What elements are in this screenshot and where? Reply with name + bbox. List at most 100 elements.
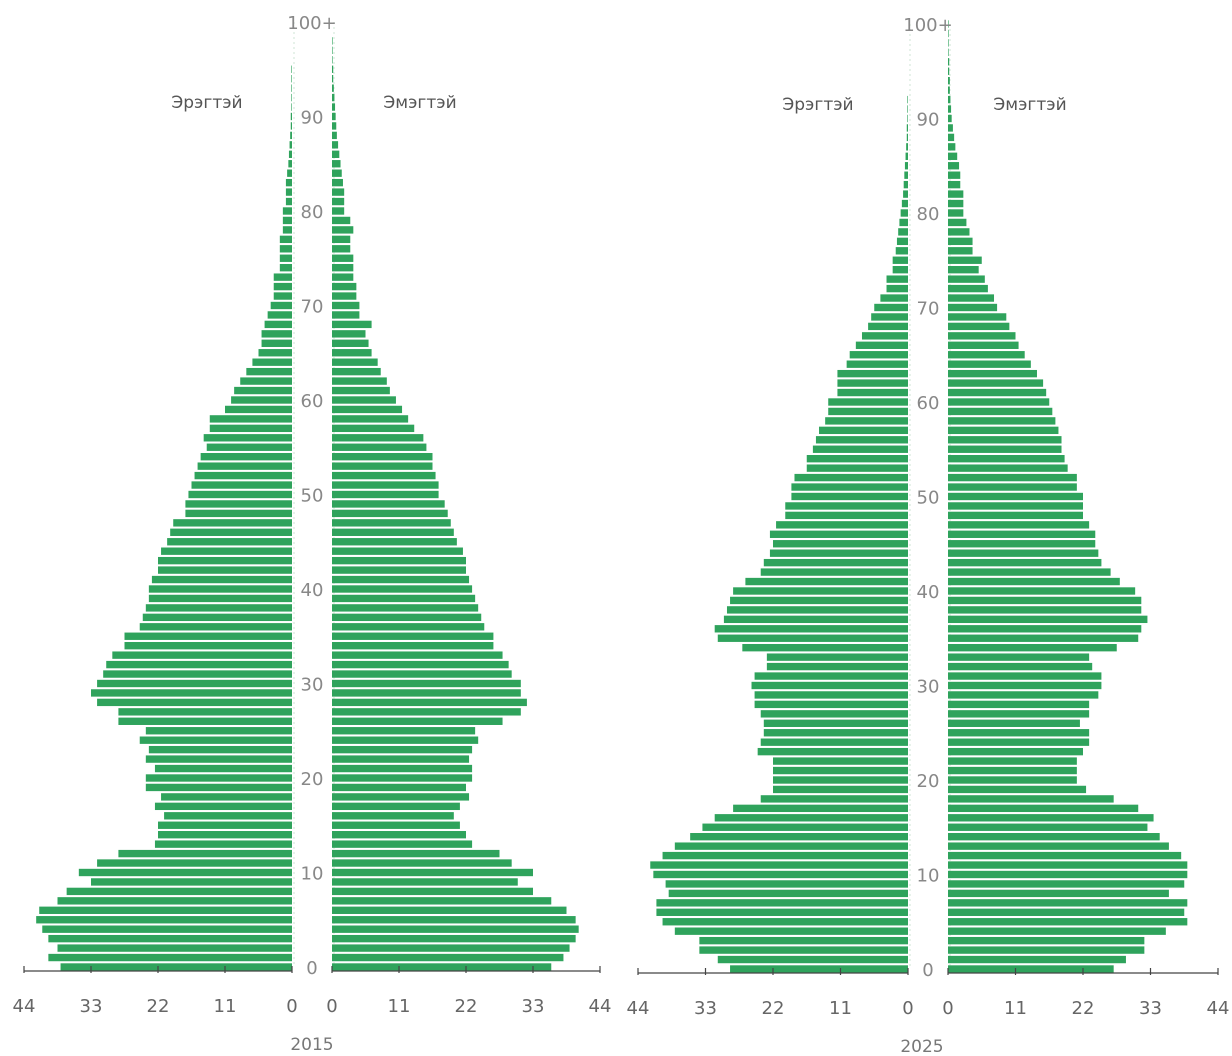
bar-female-age-24	[332, 736, 479, 744]
female-label: Эмэгтэй	[993, 95, 1066, 115]
bar-female-age-76	[948, 247, 973, 255]
bar-female-age-85	[332, 160, 341, 168]
bar-female-age-72	[332, 282, 357, 291]
bar-female-age-34	[948, 644, 1117, 652]
bar-male-age-83	[903, 180, 908, 189]
bar-female-age-59	[948, 407, 1053, 416]
bar-male-age-74	[892, 266, 908, 274]
bar-male-age-46	[170, 528, 292, 536]
bar-male-age-92	[291, 93, 292, 102]
bar-male-age-25	[145, 727, 292, 735]
bar-female-age-86	[332, 150, 340, 158]
bar-female-age-66	[948, 341, 1019, 349]
bar-male-age-40	[733, 587, 908, 595]
bar-male-age-64	[846, 360, 908, 368]
bar-male-age-75	[279, 254, 292, 262]
bar-female-age-60	[332, 396, 396, 404]
bar-male-age-7	[57, 897, 292, 905]
x-tick-label-male: 33	[80, 996, 103, 1017]
bar-male-age-23	[148, 745, 292, 754]
bar-male-age-31	[754, 672, 908, 680]
bar-male-age-33	[112, 651, 292, 659]
bar-female-age-63	[948, 369, 1037, 378]
bar-male-age-69	[267, 311, 292, 319]
bar-female-age-37	[948, 615, 1148, 624]
bar-female-age-71	[332, 292, 357, 300]
bar-male-age-93	[291, 84, 292, 92]
bar-male-age-9	[91, 878, 292, 886]
bar-male-age-48	[185, 509, 292, 518]
bar-female-age-19	[948, 785, 1087, 794]
bar-male-age-35	[124, 632, 292, 640]
bar-male-age-13	[674, 842, 908, 850]
bar-male-age-16	[164, 812, 292, 820]
x-tick-label-female: 44	[589, 996, 612, 1017]
x-tick-label-female: 22	[455, 996, 478, 1017]
age-tick-label: 60	[917, 393, 940, 414]
bar-female-age-41	[332, 575, 470, 584]
bar-male-age-6	[39, 906, 293, 914]
bar-female-age-93	[332, 84, 334, 92]
bar-male-age-28	[754, 700, 908, 709]
bar-female-age-4	[332, 925, 579, 933]
bar-male-age-85	[904, 162, 908, 170]
bar-male-age-77	[279, 235, 292, 244]
bar-female-age-6	[332, 906, 567, 914]
bar-male-age-61	[234, 386, 292, 395]
bar-male-age-0	[60, 963, 292, 971]
bar-female-age-44	[948, 549, 1099, 557]
bar-male-age-58	[209, 415, 292, 423]
bar-female-age-65	[948, 351, 1025, 359]
bar-female-age-70	[332, 301, 360, 310]
x-tick-label-female: 11	[1004, 998, 1027, 1019]
bar-male-age-37	[723, 615, 908, 624]
bar-male-age-52	[194, 471, 292, 480]
bar-female-age-15	[332, 821, 460, 829]
bar-male-age-55	[206, 443, 292, 451]
bar-female-age-53	[948, 464, 1068, 472]
bar-male-age-59	[225, 405, 292, 414]
bar-female-age-48	[948, 511, 1083, 520]
bar-male-age-1	[48, 953, 292, 962]
bar-male-age-53	[806, 464, 908, 472]
male-label: Эрэгтэй	[171, 93, 242, 113]
bar-male-age-32	[106, 660, 292, 669]
bar-female-age-8	[332, 887, 533, 896]
bar-male-age-30	[97, 679, 292, 688]
bar-female-age-96	[332, 56, 333, 64]
bar-male-age-42	[760, 568, 908, 576]
bar-male-age-29	[754, 691, 908, 699]
bar-female-age-92	[332, 93, 335, 102]
bar-female-age-96	[948, 58, 950, 66]
bar-male-age-29	[91, 689, 292, 697]
bar-female-age-77	[332, 235, 351, 244]
bar-female-age-89	[948, 124, 953, 132]
x-tick-label-female: 33	[1139, 998, 1162, 1019]
bar-male-age-60	[828, 398, 908, 406]
bar-female-age-84	[332, 169, 342, 177]
bar-female-age-48	[332, 509, 448, 518]
bar-female-age-83	[948, 180, 961, 189]
bar-female-age-77	[948, 237, 973, 246]
bar-male-age-15	[158, 821, 292, 829]
bar-male-age-39	[730, 596, 908, 605]
bar-female-age-99	[948, 29, 949, 38]
bar-male-age-88	[290, 131, 292, 140]
age-tick-label: 20	[301, 769, 324, 790]
bar-female-age-44	[332, 547, 463, 555]
bar-female-age-0	[948, 965, 1114, 973]
bar-male-age-68	[264, 320, 292, 329]
bar-female-age-1	[948, 955, 1126, 964]
bar-male-age-71	[273, 292, 292, 300]
bar-male-age-26	[118, 717, 292, 725]
bar-female-age-26	[948, 719, 1080, 727]
bar-male-age-42	[158, 566, 292, 574]
bar-female-age-73	[948, 275, 985, 283]
bar-female-age-94	[948, 77, 950, 85]
bar-male-age-16	[714, 814, 908, 822]
bar-male-age-34	[124, 642, 292, 650]
bar-male-age-62	[837, 379, 908, 387]
bar-female-age-22	[332, 755, 470, 763]
bar-female-age-46	[948, 530, 1096, 538]
bar-female-age-52	[332, 471, 436, 480]
